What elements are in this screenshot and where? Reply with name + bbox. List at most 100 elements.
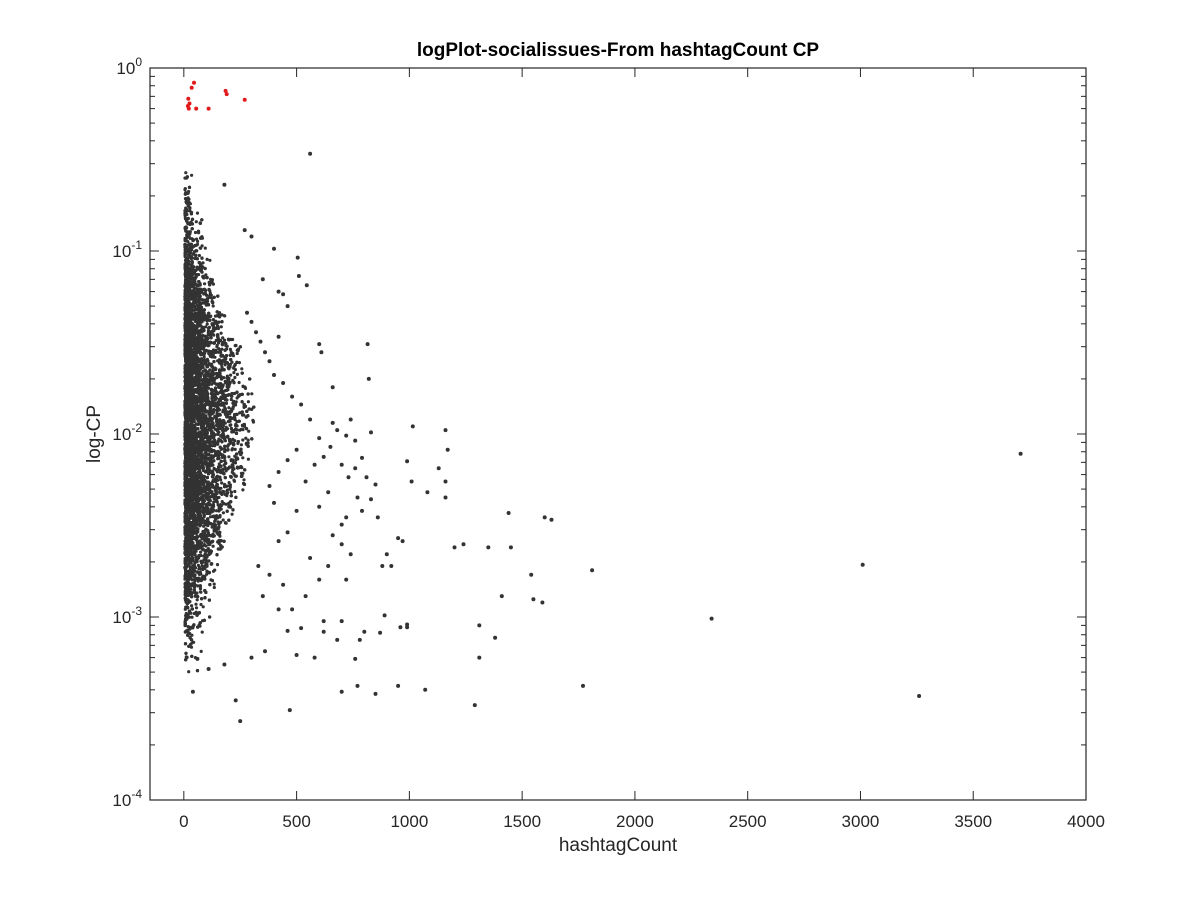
- data-point: [205, 319, 209, 323]
- data-point: [193, 585, 197, 590]
- data-point: [184, 171, 188, 175]
- data-point: [190, 615, 194, 619]
- data-point: [230, 360, 234, 364]
- data-point: [234, 400, 238, 404]
- data-point: [239, 471, 244, 475]
- data-point: [203, 282, 207, 286]
- data-point: [210, 382, 214, 386]
- data-point: [232, 366, 236, 370]
- data-point: [187, 670, 191, 674]
- data-point: [230, 512, 234, 516]
- data-point: [208, 258, 212, 262]
- data-point: [238, 411, 242, 415]
- data-point: [201, 494, 205, 498]
- data-point: [193, 230, 198, 235]
- data-point: [219, 325, 223, 329]
- data-point: [219, 331, 223, 335]
- data-point: [208, 449, 212, 453]
- data-point: [221, 518, 225, 522]
- data-point: [199, 514, 203, 518]
- data-point: [222, 490, 226, 494]
- data-point: [229, 373, 233, 377]
- data-point: [197, 253, 201, 258]
- data-point: [205, 322, 209, 326]
- data-point: [238, 428, 242, 432]
- data-point: [242, 478, 246, 482]
- plot-background: [150, 68, 1086, 800]
- data-point: [223, 455, 227, 460]
- data-point: [223, 465, 227, 469]
- data-point: [213, 438, 217, 442]
- data-point: [247, 429, 251, 433]
- data-point: [183, 188, 187, 192]
- data-point: [210, 579, 215, 583]
- data-point: [199, 649, 203, 654]
- data-point: [205, 257, 209, 261]
- data-point: [196, 239, 200, 243]
- data-point: [232, 479, 237, 483]
- data-point: [212, 582, 216, 586]
- data-point: [198, 586, 202, 591]
- data-point: [200, 630, 204, 634]
- data-point: [221, 336, 225, 340]
- data-point: [202, 374, 206, 378]
- data-point: [246, 438, 250, 442]
- data-point: [241, 488, 245, 492]
- data-point: [188, 202, 192, 206]
- data-point: [200, 564, 204, 568]
- data-point: [233, 489, 237, 494]
- data-point: [189, 645, 194, 649]
- data-point: [214, 395, 218, 400]
- data-point: [214, 485, 218, 490]
- data-point: [217, 358, 221, 362]
- data-point: [237, 380, 241, 385]
- data-point: [220, 481, 224, 485]
- data-point: [217, 462, 221, 466]
- data-point: [205, 422, 209, 426]
- data-point: [195, 598, 199, 602]
- data-point: [218, 468, 222, 473]
- data-point: [221, 426, 225, 430]
- data-point: [185, 655, 189, 660]
- data-point: [195, 211, 200, 215]
- data-point: [194, 220, 198, 224]
- dense-point-cluster: [183, 171, 256, 674]
- data-point: [246, 457, 250, 461]
- data-point: [225, 491, 229, 495]
- data-point: [194, 602, 198, 606]
- data-point: [237, 361, 241, 365]
- data-point: [223, 447, 227, 451]
- data-point: [192, 640, 196, 644]
- data-point: [241, 428, 245, 432]
- data-point: [198, 246, 202, 250]
- data-point: [221, 511, 225, 515]
- data-point: [200, 244, 204, 248]
- data-point: [214, 509, 219, 513]
- data-point: [209, 515, 213, 519]
- data-point: [223, 363, 227, 367]
- data-point: [183, 593, 187, 597]
- data-point: [192, 575, 196, 579]
- data-point: [203, 368, 207, 372]
- data-point: [202, 355, 206, 359]
- data-point: [224, 502, 228, 506]
- data-point: [211, 304, 215, 308]
- data-point: [233, 447, 237, 451]
- data-point: [190, 173, 194, 177]
- data-point: [190, 604, 194, 608]
- data-point: [232, 371, 236, 375]
- data-point: [208, 318, 212, 322]
- data-point: [241, 456, 245, 460]
- data-point: [203, 574, 207, 578]
- data-point: [215, 343, 219, 347]
- data-point: [196, 563, 200, 568]
- data-point: [235, 351, 239, 356]
- data-point: [216, 520, 220, 524]
- data-point: [190, 633, 194, 637]
- data-point: [251, 419, 255, 423]
- data-point: [233, 439, 237, 443]
- data-point: [212, 585, 216, 590]
- data-point: [212, 528, 216, 532]
- data-point: [212, 500, 216, 504]
